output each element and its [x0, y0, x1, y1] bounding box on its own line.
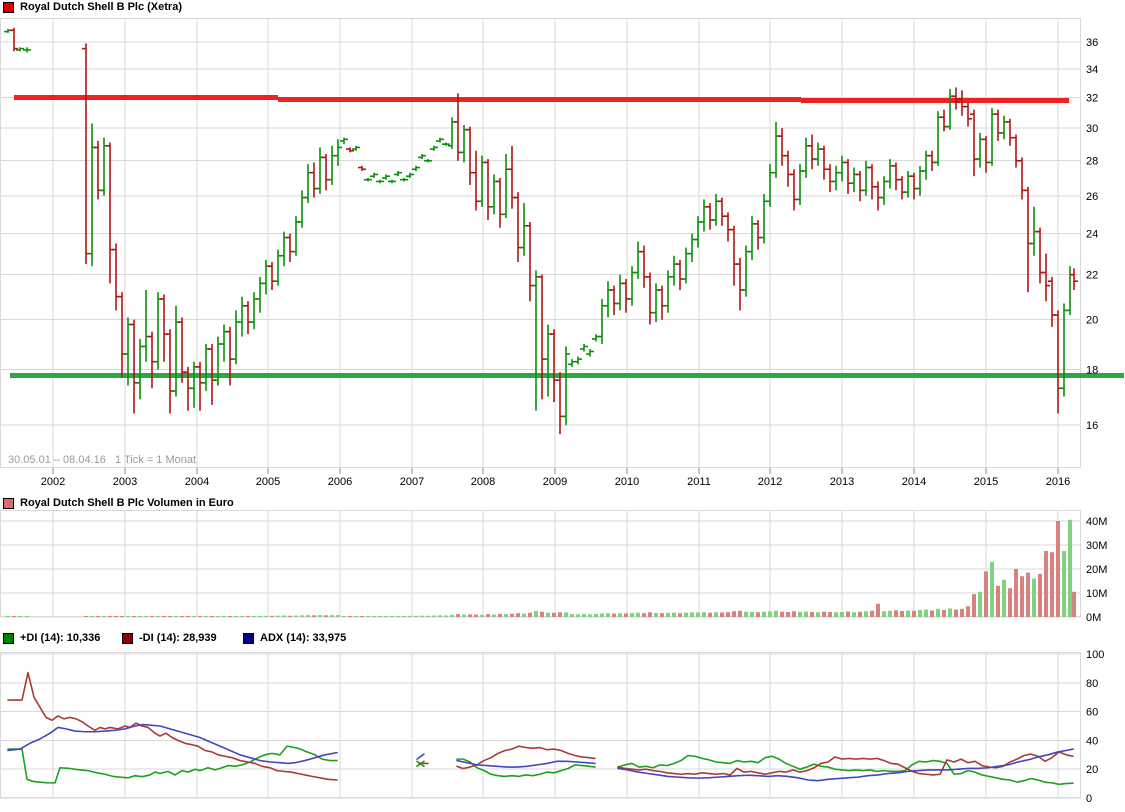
- svg-text:2008: 2008: [471, 476, 495, 488]
- svg-text:2005: 2005: [256, 476, 280, 488]
- minus-di-marker-icon: [122, 632, 133, 644]
- price-pane: 36 34 32 30 28 26 24 22 20 18 16 2002 2003 2004 2005 20…: [0, 18, 1124, 488]
- svg-text:80: 80: [1086, 678, 1098, 690]
- svg-text:100: 100: [1086, 649, 1104, 661]
- svg-text:20M: 20M: [1086, 564, 1107, 576]
- price-series-marker-icon: [3, 1, 14, 13]
- minus-di-label: -DI (14): 28,939: [139, 632, 217, 644]
- svg-text:60: 60: [1086, 707, 1098, 719]
- svg-text:40M: 40M: [1086, 516, 1107, 528]
- svg-text:2010: 2010: [615, 476, 639, 488]
- legend-minus-di: -DI (14): 28,939: [122, 632, 217, 644]
- legend-plus-di: +DI (14): 10,336: [3, 632, 100, 644]
- svg-text:2012: 2012: [758, 476, 782, 488]
- volume-pane: 40M 30M 20M 10M 0M: [0, 510, 1107, 624]
- adx-label: ADX (14): 33,975: [260, 632, 347, 644]
- svg-text:20: 20: [1086, 315, 1098, 327]
- svg-text:40: 40: [1086, 735, 1098, 747]
- svg-text:2011: 2011: [687, 476, 711, 488]
- price-chart-title: Royal Dutch Shell B Plc (Xetra): [20, 1, 182, 13]
- legend-adx: ADX (14): 33,975: [243, 632, 346, 644]
- svg-text:10M: 10M: [1086, 588, 1107, 600]
- svg-text:16: 16: [1086, 420, 1098, 432]
- volume-chart-header: Royal Dutch Shell B Plc Volumen in Euro: [3, 497, 234, 509]
- svg-text:2002: 2002: [41, 476, 65, 488]
- svg-text:18: 18: [1086, 365, 1098, 377]
- svg-text:2007: 2007: [400, 476, 424, 488]
- svg-text:20: 20: [1086, 764, 1098, 776]
- date-range-label: 30.05.01 – 08.04.16 1 Tick = 1 Monat: [8, 454, 197, 466]
- svg-text:2013: 2013: [830, 476, 854, 488]
- svg-text:0: 0: [1086, 793, 1092, 805]
- svg-text:22: 22: [1086, 270, 1098, 282]
- svg-text:2003: 2003: [113, 476, 137, 488]
- svg-text:26: 26: [1086, 191, 1098, 203]
- svg-text:32: 32: [1086, 93, 1098, 105]
- svg-text:28: 28: [1086, 156, 1098, 168]
- svg-text:24: 24: [1086, 229, 1098, 241]
- svg-text:2006: 2006: [328, 476, 352, 488]
- svg-text:34: 34: [1086, 64, 1098, 76]
- svg-text:30M: 30M: [1086, 540, 1107, 552]
- price-chart-header: Royal Dutch Shell B Plc (Xetra): [3, 1, 182, 13]
- volume-chart-title: Royal Dutch Shell B Plc Volumen in Euro: [20, 497, 234, 509]
- volume-series-marker-icon: [3, 497, 14, 509]
- indicator-pane: 100 80 60 40 20 0: [0, 649, 1104, 805]
- svg-text:36: 36: [1086, 37, 1098, 49]
- svg-text:2016: 2016: [1046, 476, 1070, 488]
- adx-marker-icon: [243, 632, 254, 644]
- svg-text:2014: 2014: [902, 476, 926, 488]
- svg-text:0M: 0M: [1086, 612, 1101, 624]
- plus-di-label: +DI (14): 10,336: [20, 632, 101, 644]
- svg-text:30: 30: [1086, 123, 1098, 135]
- svg-text:2004: 2004: [185, 476, 209, 488]
- plus-di-marker-icon: [3, 632, 14, 644]
- svg-text:2015: 2015: [974, 476, 998, 488]
- svg-text:2009: 2009: [543, 476, 567, 488]
